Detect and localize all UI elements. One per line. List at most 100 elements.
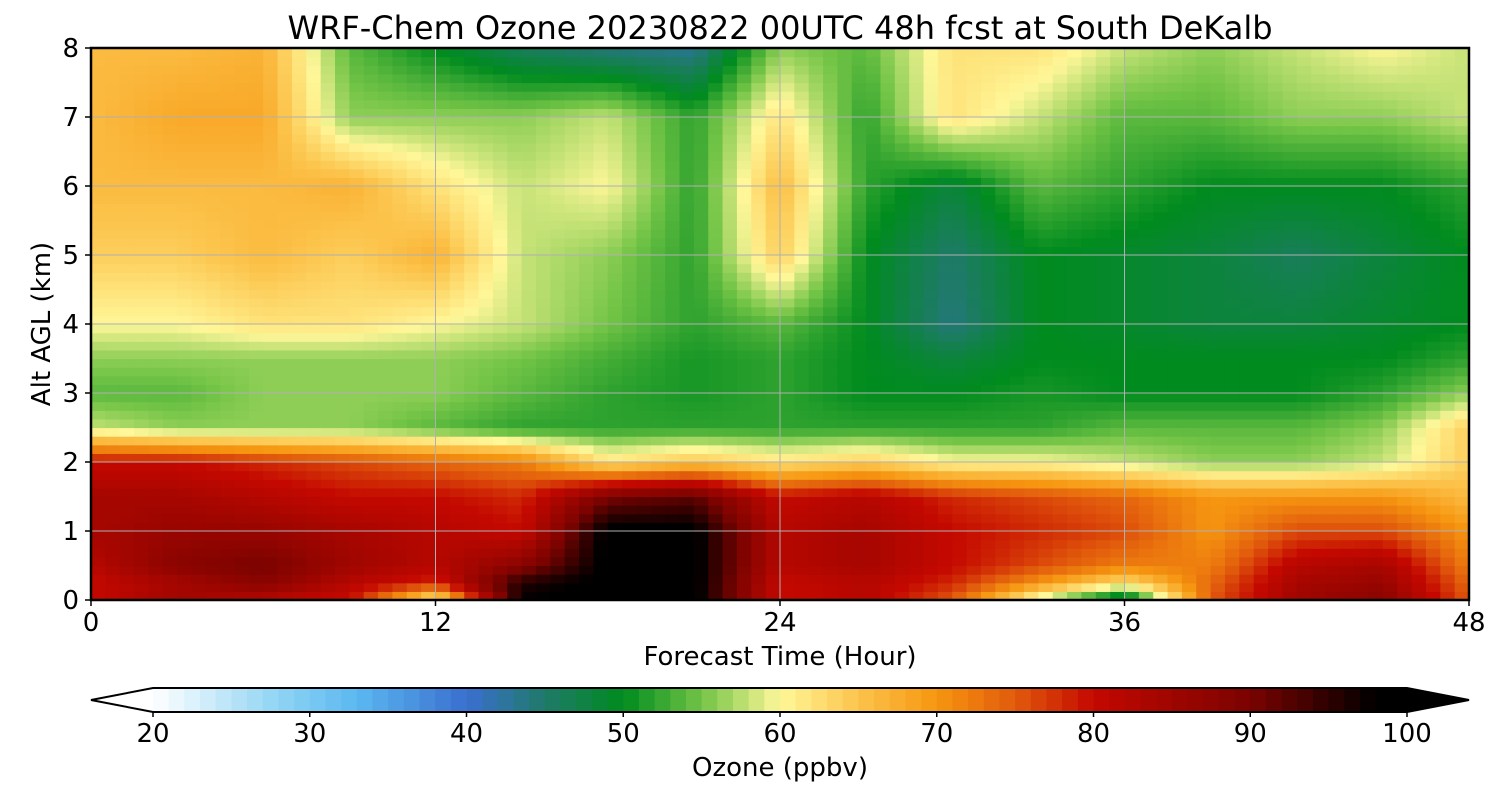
heatmap-cell [736, 324, 752, 334]
heatmap-cell [248, 229, 264, 239]
heatmap-cell [1024, 453, 1039, 463]
heatmap-cell [794, 582, 810, 592]
heatmap-cell [1038, 375, 1054, 385]
heatmap-cell [378, 82, 394, 92]
heatmap-cell [1024, 160, 1039, 170]
heatmap-cell [1153, 358, 1169, 368]
heatmap-cell [492, 289, 508, 299]
heatmap-cell [736, 418, 752, 429]
heatmap-cell [263, 539, 279, 549]
heatmap-cell [607, 470, 623, 480]
heatmap-cell [1124, 444, 1140, 454]
heatmap-cell [909, 505, 925, 515]
heatmap-cell [320, 246, 336, 256]
heatmap-cell [392, 117, 408, 127]
heatmap-cell [105, 548, 121, 558]
heatmap-cell [722, 375, 738, 385]
heatmap-cell [162, 186, 178, 196]
heatmap-cell [1181, 99, 1197, 109]
heatmap-cell [119, 263, 135, 273]
heatmap-cell [650, 48, 666, 58]
heatmap-cell [564, 496, 580, 506]
heatmap-cell [636, 479, 652, 489]
heatmap-cell [478, 134, 494, 144]
heatmap-cell [1153, 453, 1169, 463]
heatmap-cell [521, 548, 537, 558]
heatmap-cell [134, 142, 150, 153]
heatmap-cell [693, 591, 709, 600]
heatmap-cell [449, 505, 465, 515]
heatmap-cell [794, 229, 810, 239]
heatmap-cell [478, 384, 494, 394]
heatmap-cell [693, 298, 709, 308]
heatmap-cell [335, 73, 350, 84]
heatmap-cell [966, 548, 982, 558]
heatmap-cell [765, 48, 781, 58]
heatmap-cell [507, 410, 523, 420]
heatmap-cell [162, 487, 178, 498]
heatmap-cell [1181, 496, 1197, 506]
heatmap-cell [607, 539, 623, 549]
heatmap-cell [392, 56, 408, 66]
heatmap-cell [148, 324, 164, 334]
heatmap-cell [579, 487, 594, 498]
heatmap-cell [880, 125, 896, 135]
heatmap-cell [349, 539, 365, 549]
heatmap-cell [535, 203, 551, 213]
heatmap-cell [823, 358, 839, 368]
heatmap-cell [794, 255, 810, 265]
heatmap-cell [780, 229, 795, 239]
heatmap-cell [1038, 125, 1054, 135]
heatmap-cell [665, 436, 681, 446]
heatmap-cell [263, 255, 279, 265]
heatmap-cell [1095, 134, 1111, 144]
heatmap-cell [119, 418, 135, 429]
heatmap-cell [291, 556, 307, 567]
heatmap-cell [622, 168, 638, 178]
heatmap-cell [1110, 298, 1126, 308]
heatmap-cell [291, 56, 307, 66]
heatmap-cell [607, 108, 623, 118]
heatmap-cell [234, 82, 250, 92]
heatmap-cell [780, 203, 795, 213]
heatmap-cell [1038, 505, 1054, 515]
heatmap-cell [464, 487, 480, 498]
heatmap-cell [248, 108, 264, 118]
heatmap-cell [794, 211, 810, 222]
heatmap-cell [191, 367, 207, 377]
heatmap-cell [1196, 48, 1212, 58]
heatmap-cell [579, 505, 594, 515]
heatmap-cell [535, 531, 551, 541]
heatmap-cell [1038, 401, 1054, 411]
heatmap-cell [1024, 582, 1039, 592]
heatmap-cell [1124, 263, 1140, 273]
heatmap-cell [1196, 427, 1212, 437]
heatmap-cell [909, 82, 925, 92]
heatmap-cell [579, 341, 594, 351]
heatmap-cell [1038, 289, 1054, 299]
heatmap-cell [1167, 56, 1183, 66]
heatmap-cell [1181, 194, 1197, 204]
heatmap-cell [1024, 358, 1039, 368]
heatmap-cell [1124, 220, 1140, 230]
heatmap-cell [1009, 427, 1025, 437]
heatmap-cell [148, 56, 164, 66]
heatmap-cell [722, 332, 738, 342]
heatmap-cell [535, 142, 551, 153]
heatmap-cell [708, 462, 724, 472]
heatmap-cell [349, 73, 365, 84]
heatmap-cell [1124, 194, 1140, 204]
heatmap-cell [1153, 280, 1169, 291]
heatmap-cell [880, 194, 896, 204]
heatmap-cell [679, 539, 695, 549]
heatmap-cell [607, 358, 623, 368]
heatmap-cell [1009, 470, 1025, 480]
heatmap-cell [1067, 229, 1083, 239]
heatmap-cell [909, 556, 925, 567]
heatmap-cell [966, 324, 982, 334]
heatmap-cell [808, 384, 824, 394]
heatmap-cell [478, 505, 494, 515]
heatmap-cell [1181, 341, 1197, 351]
heatmap-cell [579, 375, 594, 385]
heatmap-cell [392, 151, 408, 161]
